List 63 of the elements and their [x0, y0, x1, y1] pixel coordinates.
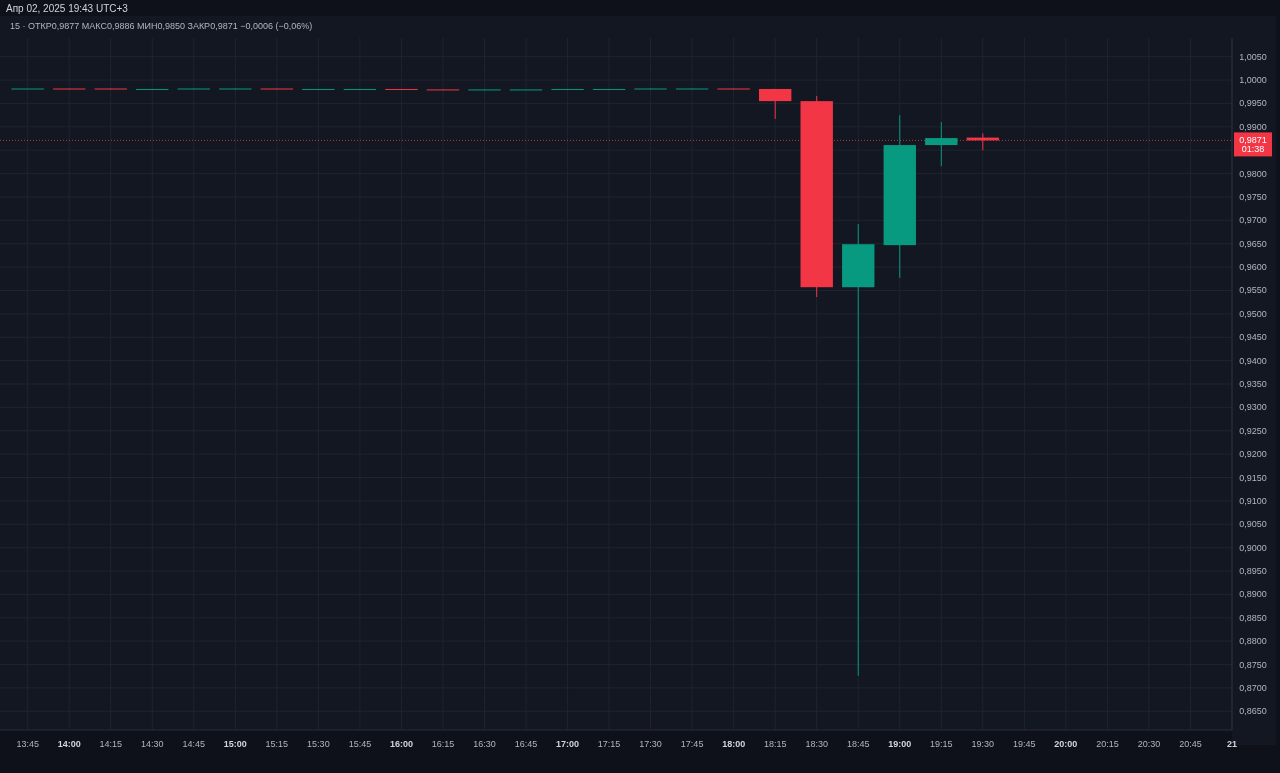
x-tick-label: 14:45	[182, 739, 206, 749]
y-tick-label: 0,8650	[1239, 706, 1267, 717]
y-tick-label: 0,8850	[1239, 612, 1267, 623]
x-tick-label: 21	[1226, 739, 1238, 749]
y-tick-label: 0,9150	[1239, 472, 1267, 483]
ref-line-label: 0,9871	[1239, 135, 1267, 146]
text: 01:38	[1241, 144, 1265, 155]
x-tick-label: 17:15	[597, 739, 621, 749]
candlestick	[925, 121, 958, 167]
y-tick-label: 0,9800	[1239, 168, 1267, 179]
x-tick-label: 16:45	[514, 739, 538, 749]
y-tick-label: 0,9500	[1239, 308, 1267, 319]
x-tick-label: 16:30	[473, 739, 496, 749]
x-tick-label: 20:45	[1179, 739, 1202, 749]
x-tick-label: 15:00	[223, 739, 247, 749]
x-tick-label: 20:00	[1054, 739, 1078, 749]
y-tick-label: 0,8950	[1239, 566, 1267, 577]
x-tick-label: 19:15	[930, 739, 953, 749]
x-tick-label: 15:30	[307, 739, 330, 749]
x-tick-label: 17:00	[556, 739, 580, 749]
x-tick-label: 15:45	[348, 739, 372, 749]
x-tick-label: 19:45	[1013, 739, 1036, 749]
x-tick-label: 16:00	[389, 739, 413, 749]
x-tick-label: 18:00	[722, 739, 746, 749]
y-tick-label: 0,9950	[1239, 98, 1267, 109]
x-tick-label: 18:45	[846, 739, 870, 749]
x-tick-label: 15:15	[265, 739, 289, 749]
chart-subtitle: 15 · ОТКР0,9877 МАКС0,9886 МИН0,9850 ЗАКР0,9871 −0,0006 (−0,06%)	[10, 21, 313, 31]
y-tick-label: 0,9000	[1239, 542, 1267, 553]
x-tick-label: 17:30	[639, 739, 662, 749]
y-tick-label: 0,9300	[1239, 402, 1267, 413]
y-tick-label: 0,9400	[1239, 355, 1267, 366]
x-tick-label: 20:30	[1137, 739, 1161, 749]
y-tick-label: 0,9350	[1239, 379, 1267, 389]
y-tick-label: 0,9100	[1239, 495, 1267, 506]
y-tick-label: 0,9250	[1239, 425, 1267, 436]
x-tick-label: 19:30	[971, 739, 995, 749]
chart-title: Апр 02, 2025 19:43 UTC+3	[6, 3, 129, 14]
y-tick-label: 0,9700	[1239, 215, 1267, 226]
y-tick-label: 0,8700	[1239, 682, 1267, 693]
y-tick-label: 0,8750	[1239, 659, 1267, 670]
y-tick-label: 0,8900	[1239, 589, 1267, 600]
x-tick-label: 17:45	[680, 739, 704, 749]
x-tick-label: 18:30	[805, 739, 828, 749]
y-tick-label: 1,0000	[1239, 75, 1267, 86]
y-tick-label: 0,9200	[1239, 449, 1267, 460]
x-tick-label: 14:30	[141, 739, 164, 749]
y-tick-label: 0,9450	[1239, 332, 1267, 343]
y-tick-label: 1,0050	[1239, 51, 1267, 62]
x-tick-label: 13:45	[16, 739, 39, 749]
y-tick-label: 0,9750	[1239, 191, 1267, 202]
y-tick-label: 0,9650	[1239, 238, 1267, 249]
y-tick-label: 0,9550	[1239, 285, 1267, 296]
y-tick-label: 0,9050	[1239, 519, 1267, 530]
x-tick-label: 14:15	[99, 739, 123, 749]
x-tick-label: 20:15	[1096, 739, 1119, 749]
x-tick-label: 18:15	[763, 739, 787, 749]
x-tick-label: 19:00	[888, 739, 912, 749]
y-tick-label: 0,9900	[1239, 121, 1267, 132]
y-tick-label: 0,8800	[1239, 636, 1267, 647]
y-tick-label: 0,9600	[1239, 262, 1267, 273]
x-tick-label: 14:00	[57, 739, 81, 749]
x-tick-label: 16:15	[431, 739, 455, 749]
